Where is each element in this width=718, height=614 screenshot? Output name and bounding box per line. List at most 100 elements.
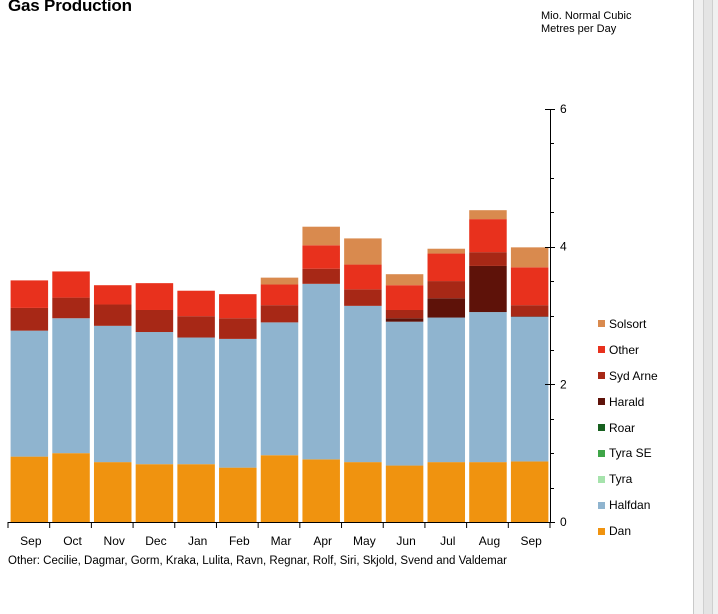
bar-segment-dan <box>52 453 90 522</box>
legend-item-syd-arne: Syd Arne <box>598 363 658 389</box>
legend-swatch <box>598 346 605 354</box>
bar-segment-syd-arne <box>469 252 507 266</box>
bar-segment-syd-arne <box>385 309 424 319</box>
bar-segment-solsort <box>427 248 466 254</box>
legend-item-dan: Dan <box>598 518 658 544</box>
bar-segment-other <box>385 285 424 310</box>
bar-segment-other <box>260 284 299 306</box>
bar-segment-halfdan <box>93 325 132 463</box>
scrollbar-edge <box>693 0 694 614</box>
x-tick-label: Mar <box>271 534 292 548</box>
bar-segment-halfdan <box>302 283 340 460</box>
footnote: Other: Cecilie, Dagmar, Gorm, Kraka, Lul… <box>8 555 507 567</box>
bar-segment-other <box>177 290 215 317</box>
chart-title: Gas Production <box>8 0 132 15</box>
legend-label: Roar <box>609 420 636 435</box>
bar-segment-solsort <box>344 238 382 265</box>
bar-segment-syd-arne <box>10 307 49 331</box>
legend-item-roar: Roar <box>598 415 658 441</box>
bar-segment-dan <box>385 465 424 522</box>
bar-segment-dan <box>344 462 382 522</box>
legend-item-solsort: Solsort <box>598 311 658 337</box>
bar-segment-solsort <box>510 247 549 268</box>
bar-segment-dan <box>135 464 174 522</box>
bar-segment-other <box>52 271 90 298</box>
x-tick-label: Dec <box>145 534 166 548</box>
legend-label: Tyra <box>609 472 633 487</box>
legend-swatch <box>598 424 605 431</box>
bar-segment-harald <box>469 265 507 313</box>
bar-segment-solsort <box>302 226 340 246</box>
bar-segment-other <box>469 219 507 253</box>
legend-label: Solsort <box>609 316 647 331</box>
x-tick-label: Apr <box>313 534 332 548</box>
legend-label: Harald <box>609 394 645 409</box>
legend-label: Dan <box>609 524 632 539</box>
x-tick-label: Jun <box>396 534 415 548</box>
bar-segment-dan <box>10 456 49 522</box>
bar-segment-halfdan <box>427 317 466 463</box>
legend-label: Other <box>609 342 640 357</box>
legend-item-tyra: Tyra <box>598 466 658 492</box>
bar-segment-halfdan <box>385 321 424 466</box>
x-tick-label: Sep <box>20 534 42 548</box>
bar-segment-solsort <box>260 277 299 285</box>
legend-label: Tyra SE <box>609 446 652 461</box>
bar-segment-halfdan <box>260 322 299 456</box>
bar-segment-syd-arne <box>135 309 174 333</box>
bar-segment-syd-arne <box>510 305 549 317</box>
bar-segment-dan <box>469 462 507 522</box>
bar-segment-syd-arne <box>427 281 466 299</box>
bar-segment-halfdan <box>177 337 215 465</box>
bar-segment-dan <box>93 462 132 522</box>
bar-segment-dan <box>260 455 299 522</box>
legend-item-tyra-se: Tyra SE <box>598 440 658 466</box>
gas-production-chart: Sep Oct Nov Dec Jan Feb Mar Apr May Jun Jul Aug Sep 0… <box>7 102 567 548</box>
bar-segment-harald <box>510 316 549 317</box>
bar-segment-dan <box>302 459 340 522</box>
unit-label-line1: Mio. Normal Cubic <box>541 10 632 22</box>
scrollbar-track[interactable] <box>703 0 713 614</box>
bar-segment-harald <box>427 298 466 318</box>
bar-segment-halfdan <box>52 318 90 454</box>
bar-segment-other <box>10 280 49 308</box>
y-tick-label: 4 <box>560 240 567 254</box>
x-tick-label: May <box>353 534 376 548</box>
y-tick-label: 2 <box>560 377 567 391</box>
legend-item-other: Other <box>598 337 658 363</box>
bar-segment-other <box>302 245 340 269</box>
bar-segment-dan <box>510 461 549 522</box>
legend-label: Halfdan <box>609 498 651 513</box>
x-tick-label: Nov <box>104 534 125 548</box>
legend-swatch <box>598 527 605 535</box>
bar-segment-syd-arne <box>177 316 215 338</box>
x-tick-label: Jan <box>188 534 207 548</box>
bar-segment-solsort <box>469 210 507 220</box>
x-tick-label: Oct <box>63 534 82 548</box>
legend-swatch <box>598 372 605 380</box>
bar-segment-other <box>135 283 174 310</box>
bar-segment-syd-arne <box>302 268 340 284</box>
unit-label: Mio. Normal Cubic Metres per Day <box>541 10 681 36</box>
bar-segment-other <box>344 264 382 290</box>
legend-item-halfdan: Halfdan <box>598 492 658 518</box>
bar-segment-other <box>93 285 132 305</box>
unit-label-line2: Metres per Day <box>541 23 617 35</box>
y-tick-label: 6 <box>560 102 567 116</box>
chart-legend: Solsort Other Syd Arne Harald Roar Tyra SE Tyr… <box>598 311 658 544</box>
bar-segment-syd-arne <box>52 297 90 319</box>
bar-segment-halfdan <box>135 332 174 465</box>
bar-segment-halfdan <box>510 316 549 462</box>
bar-segment-solsort <box>385 274 424 286</box>
bar-segment-dan <box>427 462 466 522</box>
bar-segment-dan <box>219 467 257 522</box>
bar-segment-halfdan <box>469 312 507 463</box>
bar-segment-other <box>219 294 257 319</box>
bar-segment-syd-arne <box>260 305 299 323</box>
bar-segment-halfdan <box>344 305 382 463</box>
legend-label: Syd Arne <box>609 368 658 383</box>
bar-segment-other <box>510 267 549 306</box>
legend-swatch <box>598 320 605 328</box>
legend-item-harald: Harald <box>598 389 658 415</box>
bar-segment-harald <box>385 318 424 322</box>
